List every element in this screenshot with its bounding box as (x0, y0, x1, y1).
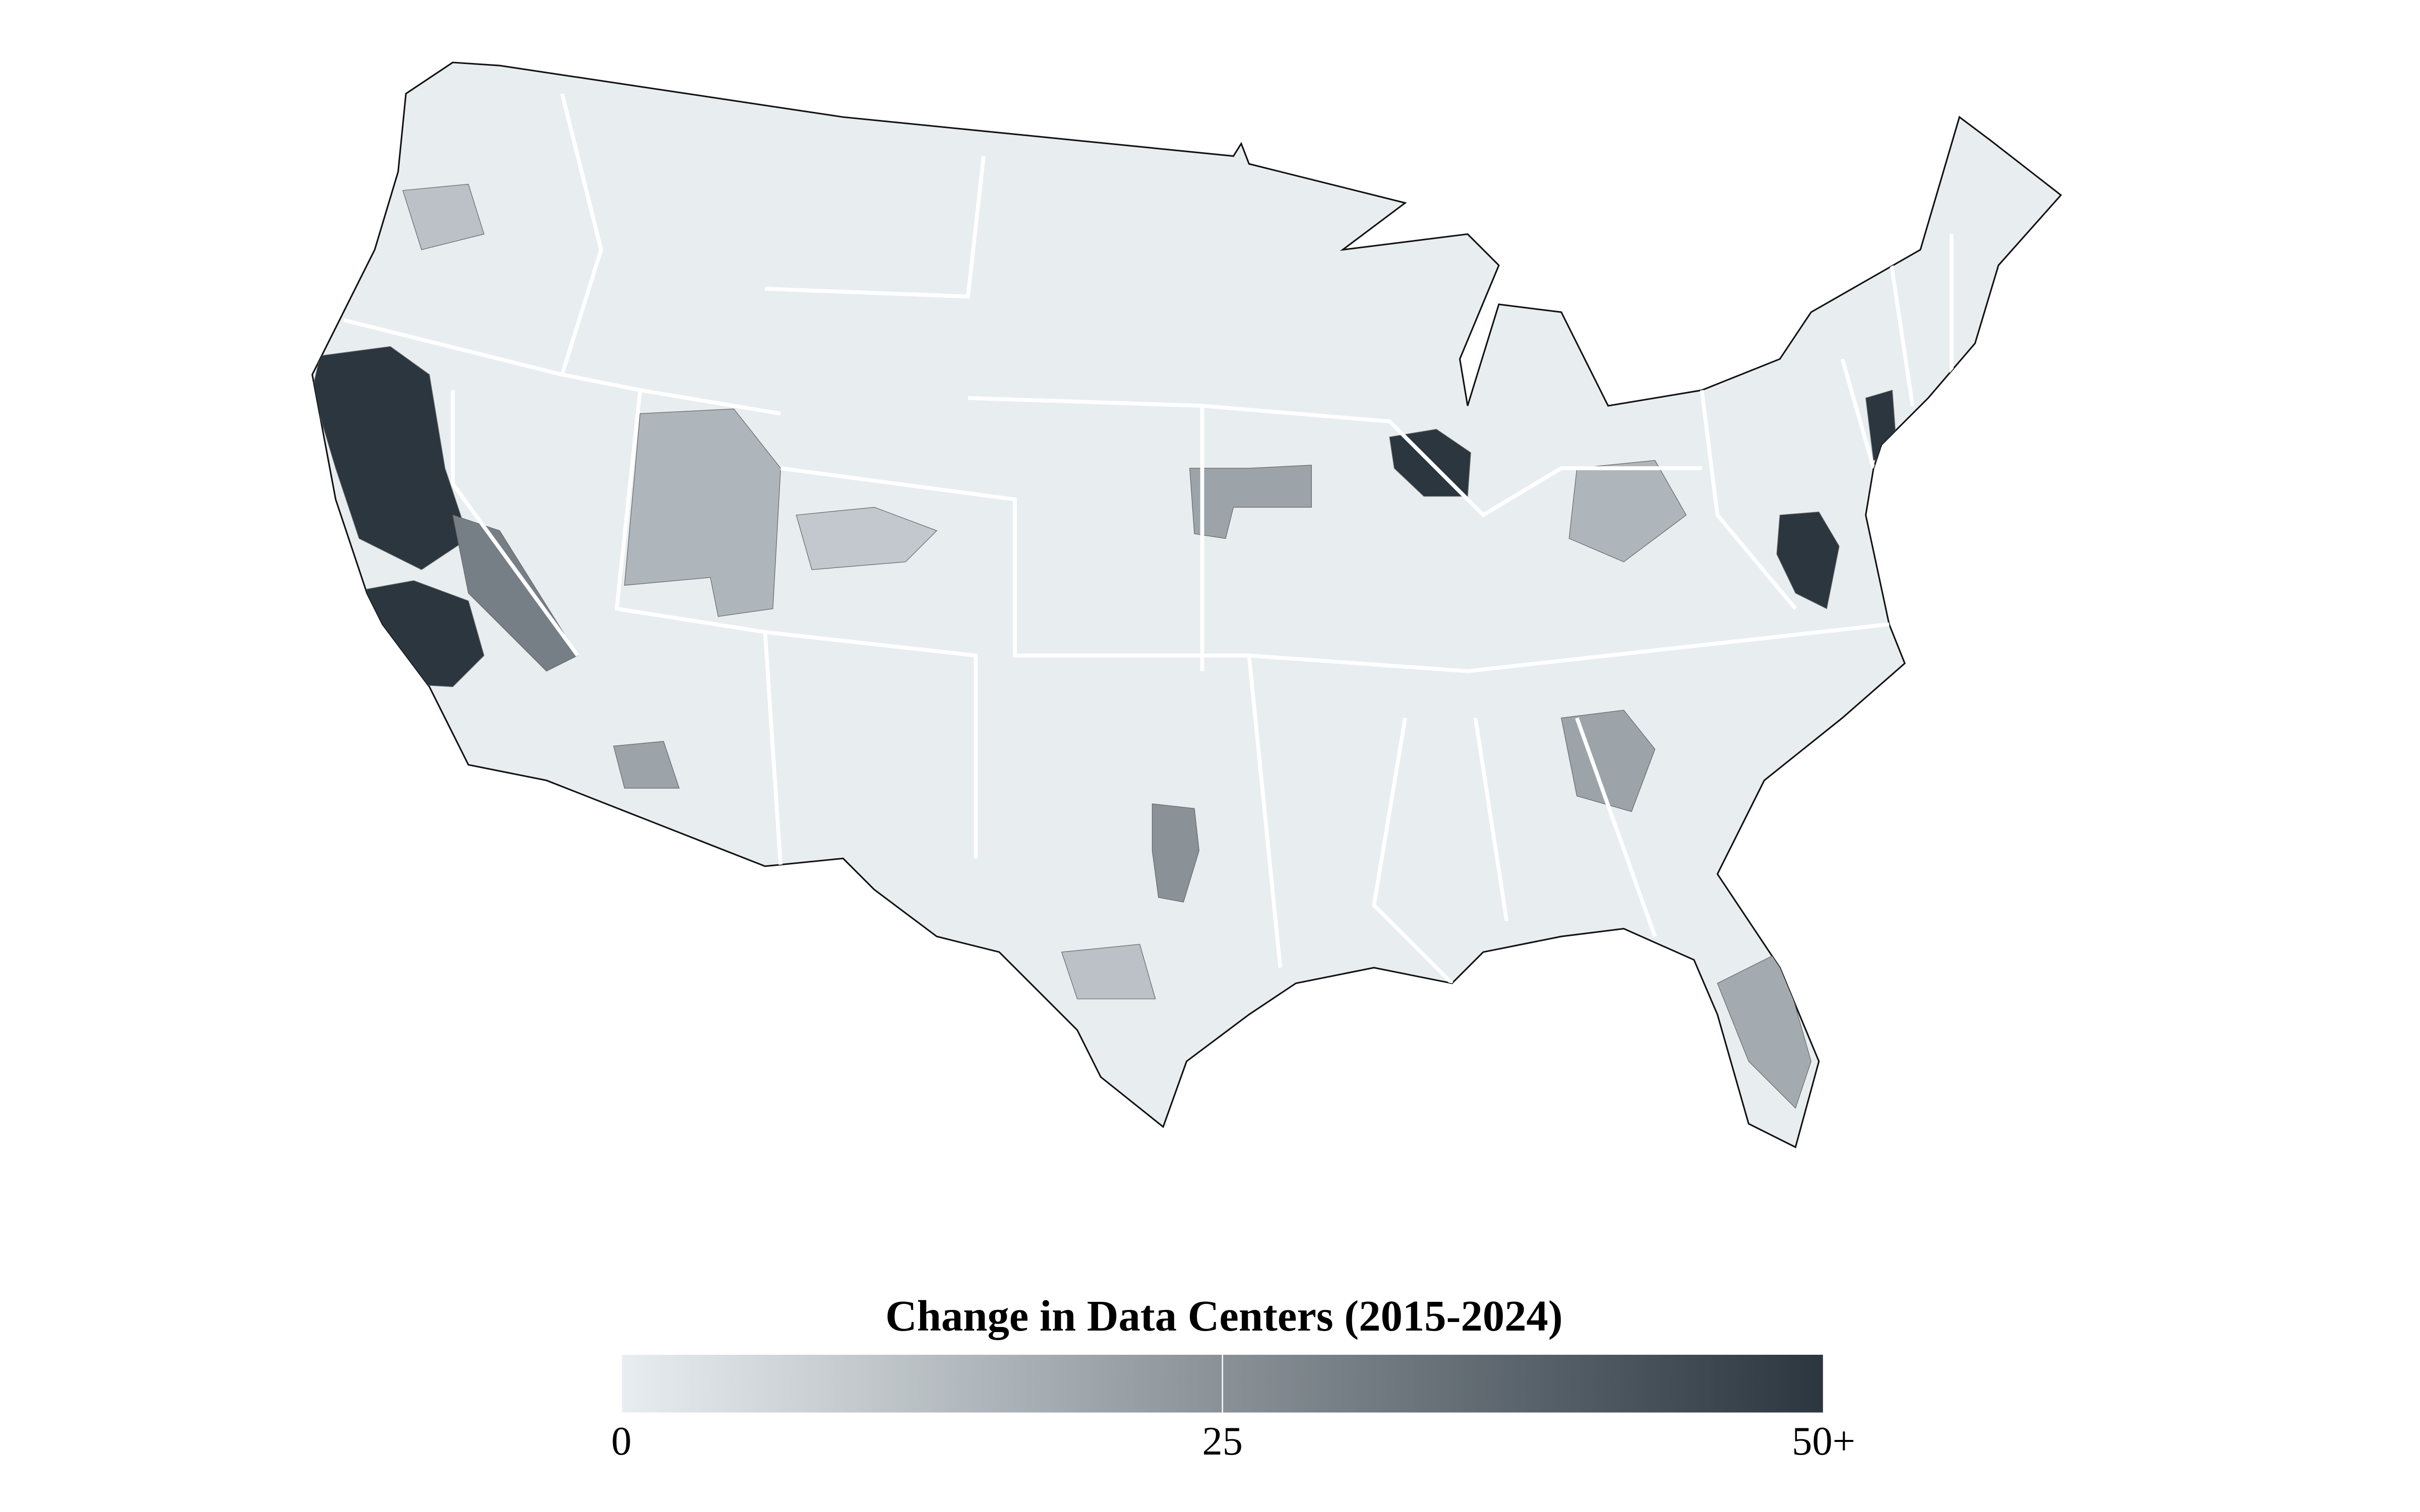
state-border (1247, 655, 1283, 968)
colorbar-tick-label: 25 (1202, 1419, 1243, 1464)
state-borders (343, 93, 1954, 985)
state-border (780, 466, 1249, 658)
region (1061, 943, 1156, 999)
state-border (1887, 234, 1954, 406)
legend-title: Change in Data Centers (2015-2024) (885, 1292, 1563, 1340)
state-border (451, 390, 579, 657)
colorbar-tick-label: 0 (611, 1419, 631, 1464)
state-border (1249, 622, 1890, 673)
region (1568, 460, 1687, 562)
us-outline (311, 61, 2062, 1148)
region (796, 507, 938, 570)
region (1776, 512, 1840, 609)
state-border (1372, 717, 1454, 985)
colorbar-ticks: 0 25 50+ (611, 1355, 1855, 1464)
region (452, 515, 578, 672)
state-border (1473, 717, 1657, 937)
colorbar-tick-label: 50+ (1792, 1419, 1855, 1464)
region (613, 741, 680, 789)
region (1189, 465, 1312, 539)
region (312, 346, 469, 571)
state-border (1202, 404, 1702, 518)
state-border (343, 318, 781, 416)
state-border (560, 93, 603, 375)
region (1152, 803, 1199, 903)
state-border (1700, 358, 1876, 610)
state-border (614, 390, 783, 866)
state-border (765, 156, 986, 299)
us-map (311, 61, 2062, 1148)
region (402, 183, 485, 250)
region (1717, 952, 1811, 1109)
state-border (764, 630, 978, 859)
region (624, 408, 781, 617)
